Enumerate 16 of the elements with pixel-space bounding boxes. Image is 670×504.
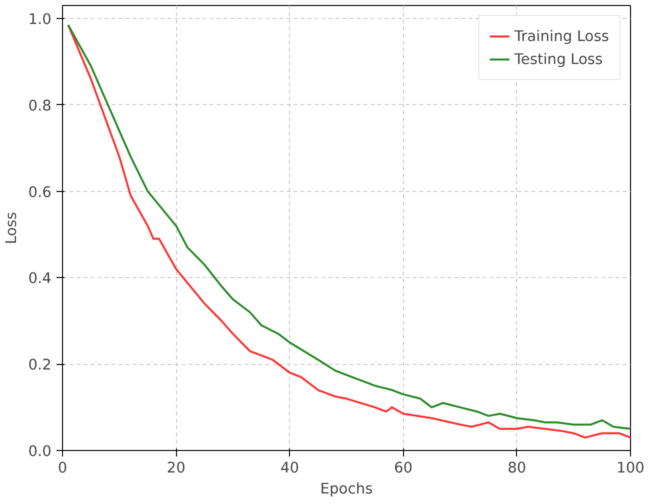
- x-tick-label: 80: [508, 460, 526, 476]
- legend-label: Training Loss: [514, 28, 609, 44]
- x-tick-label: 40: [280, 460, 300, 476]
- y-tick-label: 0.8: [28, 97, 52, 114]
- x-tick-label: 0: [58, 460, 68, 476]
- x-tick-label: 20: [166, 460, 186, 476]
- y-tick-label: 0.0: [28, 443, 52, 460]
- y-tick-label: 1.0: [28, 10, 52, 28]
- x-tick-label: 100: [616, 460, 644, 476]
- y-axis-title: Loss: [3, 212, 20, 244]
- legend-label: Testing Loss: [514, 50, 603, 68]
- x-tick-label: 60: [394, 460, 413, 476]
- y-tick-label: 0.6: [28, 184, 52, 201]
- y-tick-label: 0.2: [28, 356, 52, 374]
- x-axis-title: Epochs: [320, 480, 373, 498]
- y-tick-label: 0.4: [28, 270, 52, 288]
